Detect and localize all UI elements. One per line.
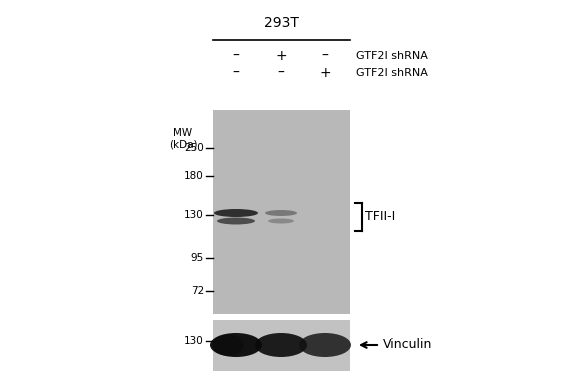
Ellipse shape bbox=[217, 217, 255, 225]
Ellipse shape bbox=[210, 333, 262, 357]
Ellipse shape bbox=[265, 210, 297, 216]
Text: 250: 250 bbox=[184, 143, 204, 153]
Text: GTF2I shRNA: GTF2I shRNA bbox=[356, 68, 428, 78]
Text: 293T: 293T bbox=[264, 16, 299, 30]
Text: 130: 130 bbox=[184, 336, 204, 346]
Text: 130: 130 bbox=[184, 210, 204, 220]
Ellipse shape bbox=[268, 218, 294, 223]
Text: 72: 72 bbox=[191, 286, 204, 296]
Text: –: – bbox=[233, 49, 239, 63]
Text: –: – bbox=[233, 66, 239, 80]
Bar bbox=[213, 320, 350, 371]
Ellipse shape bbox=[214, 209, 258, 217]
Text: –: – bbox=[322, 49, 328, 63]
Text: GTF2I shRNA: GTF2I shRNA bbox=[356, 51, 428, 61]
Text: +: + bbox=[275, 49, 287, 63]
Text: +: + bbox=[319, 66, 331, 80]
Text: MW
(kDa): MW (kDa) bbox=[169, 128, 197, 150]
Text: TFII-I: TFII-I bbox=[365, 211, 395, 223]
Text: –: – bbox=[278, 66, 285, 80]
Bar bbox=[213, 110, 350, 314]
Ellipse shape bbox=[255, 333, 307, 357]
Text: Vinculin: Vinculin bbox=[383, 339, 432, 352]
Ellipse shape bbox=[212, 334, 244, 356]
Ellipse shape bbox=[299, 333, 351, 357]
Text: 95: 95 bbox=[191, 253, 204, 263]
Text: 180: 180 bbox=[184, 171, 204, 181]
